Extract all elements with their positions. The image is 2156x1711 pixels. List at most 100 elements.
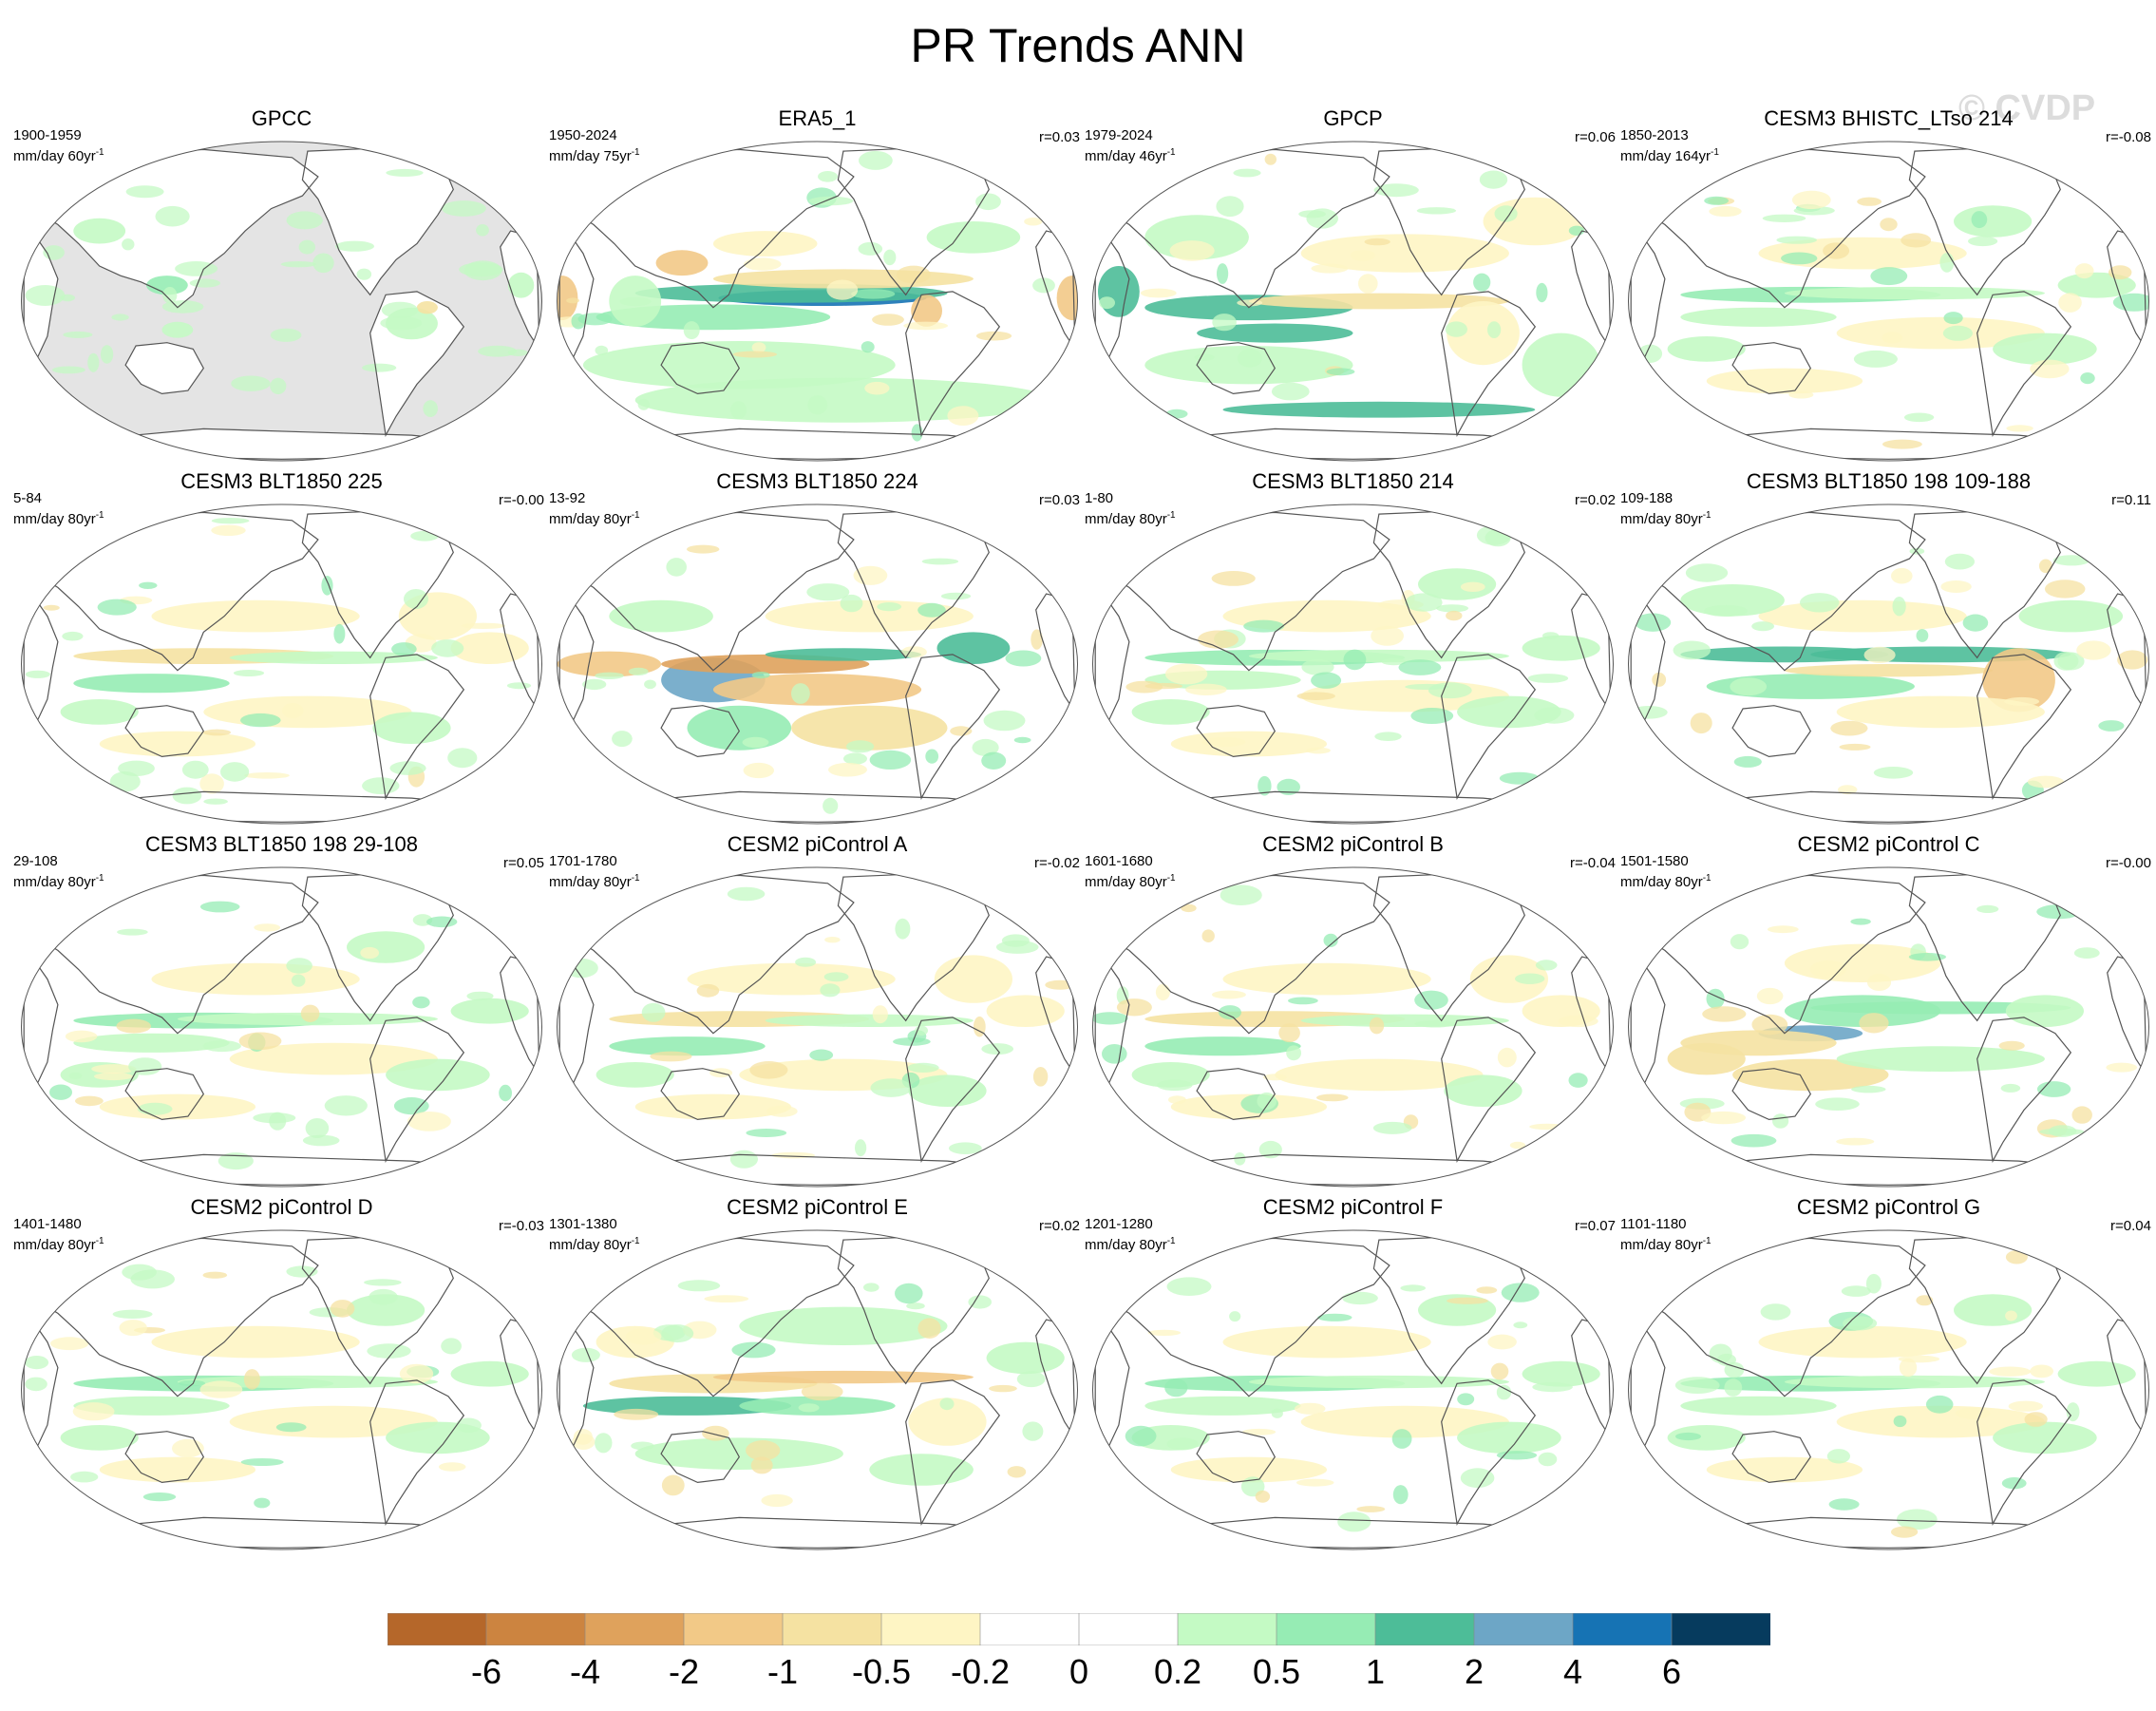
panel-units-text: mm/day 80yr (1085, 1237, 1167, 1253)
panel-period: 1201-1280 (1085, 1216, 1153, 1232)
trend-region (1447, 301, 1520, 366)
trend-region (1954, 205, 2033, 238)
trend-speckle (595, 345, 609, 355)
panel-units-text: mm/day 80yr (549, 511, 632, 527)
trend-speckle (1220, 884, 1262, 905)
trend-speckle (917, 1318, 941, 1339)
map-border (21, 504, 542, 825)
trend-speckle (1535, 960, 1558, 971)
trend-speckle (1989, 1366, 2032, 1377)
trend-speckle (895, 918, 911, 940)
colorbar-tick-label: -0.2 (950, 1652, 1011, 1691)
trend-speckle (72, 1402, 115, 1421)
trend-speckle (798, 1403, 820, 1413)
panel-period: 13-92 (549, 490, 586, 506)
trend-speckle (199, 773, 224, 794)
trend-speckle (869, 750, 912, 770)
trend-speckle (1652, 672, 1667, 687)
trend-speckle (1181, 903, 1197, 913)
trend-speckle (2024, 1412, 2048, 1427)
trend-speckle (172, 787, 202, 805)
trend-speckle (1271, 382, 1310, 401)
panel-units: mm/day 80yr-1 (1085, 870, 1176, 891)
trend-speckle (858, 241, 883, 256)
colorbar-swatch (388, 1613, 487, 1645)
pattern-correlation: r=0.03 (1039, 129, 1080, 145)
trend-speckle (2005, 1310, 2017, 1321)
trend-speckle (270, 328, 302, 342)
colorbar-tick-label: 6 (1661, 1652, 1682, 1691)
trend-speckle (282, 703, 304, 718)
coastline-samerica (905, 654, 1001, 800)
trend-region (99, 1456, 256, 1483)
trend-speckle (968, 1295, 992, 1309)
trend-speckle (412, 996, 430, 1009)
trend-speckle (2038, 559, 2052, 574)
trend-speckle (1264, 153, 1277, 165)
trend-speckle (1776, 236, 1817, 244)
panel-period: 1-80 (1085, 490, 1114, 506)
colorbar-tick-label: -2 (668, 1652, 700, 1691)
world-map (557, 504, 1078, 825)
trend-speckle (1809, 960, 1846, 979)
trend-speckle (612, 731, 633, 748)
trend-speckle (441, 1338, 462, 1355)
trend-speckle (1164, 663, 1208, 685)
trend-speckle (702, 1425, 729, 1441)
world-map (21, 141, 542, 462)
panel-period: 1979-2024 (1085, 127, 1153, 143)
coastline-samerica (905, 1379, 1001, 1526)
trend-speckle (91, 1064, 137, 1074)
trend-region (1836, 1046, 2045, 1072)
trend-speckle (826, 279, 859, 300)
trend-region (1098, 266, 1140, 317)
trend-speckle (650, 1051, 692, 1062)
panel-title: CESM3 BLT1850 214 (1252, 469, 1454, 493)
trend-speckle (861, 341, 875, 353)
panel-period: 1701-1780 (549, 853, 617, 869)
trend-speckle (846, 740, 875, 753)
coastline-australia (1731, 1431, 1812, 1484)
trend-speckle (380, 315, 423, 331)
trend-speckle (125, 185, 164, 199)
pattern-correlation: r=-0.02 (1034, 855, 1080, 871)
trend-speckle (1473, 273, 1491, 292)
trend-speckle (1278, 1023, 1300, 1043)
trend-region (372, 712, 451, 744)
trend-speckle (1724, 1378, 1743, 1397)
panel-period: 1950-2024 (549, 127, 617, 143)
trend-speckle (1373, 183, 1419, 198)
trend-speckle (631, 1441, 654, 1451)
trend-speckle (743, 762, 774, 779)
trend-speckle (1257, 1092, 1277, 1111)
trend-region (1680, 307, 1837, 327)
trend-speckle (746, 1129, 787, 1137)
trend-speckle (1140, 288, 1177, 298)
coastline-samerica (1976, 1379, 2072, 1526)
panel-units: mm/day 80yr-1 (1620, 1233, 1712, 1254)
map-panel: CESM2 piControl C 1501-1580 mm/day 80yr-1 r… (1620, 832, 2156, 1193)
trend-region (1131, 1062, 1210, 1088)
trend-region (1954, 1294, 2033, 1326)
trend-speckle (1201, 929, 1215, 942)
trend-speckle (254, 1497, 271, 1509)
trend-speckle (1781, 252, 1818, 265)
trend-speckle (1916, 1295, 1934, 1306)
panel-title: CESM2 piControl D (190, 1195, 373, 1219)
map-panel: CESM3 BHISTC_LTso 214 1850-2013 mm/day 164… (1620, 106, 2156, 467)
trend-region (2057, 1360, 2136, 1387)
trend-speckle (1788, 390, 1814, 399)
trend-speckle (828, 762, 867, 777)
trend-region (765, 599, 974, 633)
trend-speckle (1836, 1137, 1875, 1146)
trend-speckle (1509, 1141, 1526, 1150)
panel-title: CESM3 BLT1850 224 (716, 469, 918, 493)
trend-speckle (499, 1084, 512, 1102)
trend-speckle (730, 401, 747, 420)
trend-speckle (853, 565, 888, 585)
trend-speckle (1342, 1291, 1378, 1305)
trend-speckle (1358, 274, 1378, 294)
trend-speckle (1211, 990, 1246, 999)
trend-speckle (2076, 640, 2111, 660)
trend-speckle (893, 1037, 931, 1046)
